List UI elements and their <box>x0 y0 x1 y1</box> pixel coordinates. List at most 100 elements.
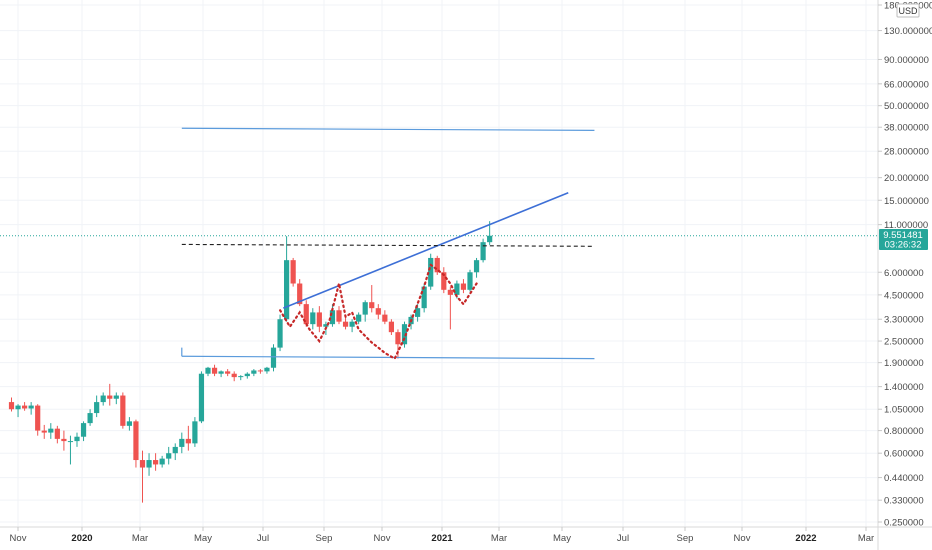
price-tick-label: 1.050000 <box>884 405 924 416</box>
candle <box>160 456 165 468</box>
candle <box>166 447 171 465</box>
candle-body <box>487 236 492 242</box>
candle-body <box>461 284 466 290</box>
candle <box>232 371 237 381</box>
candle <box>474 258 479 278</box>
price-tick-label: 130.000000 <box>884 26 932 37</box>
candle-body <box>343 322 348 327</box>
time-tick-label: 2020 <box>71 533 92 544</box>
price-tick-label: 20.000000 <box>884 173 929 184</box>
time-tick-label: Jul <box>617 533 629 544</box>
time-axis[interactable]: Nov 2020 Mar May Jul Sep Nov 2021 Mar May Jul Sep No… <box>10 527 875 544</box>
time-tick-label: Sep <box>677 533 694 544</box>
candle-body <box>74 437 79 441</box>
candle-body <box>271 348 276 368</box>
candle-body <box>120 396 125 426</box>
candle <box>61 431 66 451</box>
candle-body <box>330 310 335 324</box>
candle-body <box>225 371 230 373</box>
candle-body <box>350 322 355 327</box>
candle-body <box>474 260 479 272</box>
candle-body <box>284 260 289 319</box>
candlestick-series <box>9 221 492 502</box>
candle-body <box>94 402 99 413</box>
price-tick-label: 6.000000 <box>884 268 924 279</box>
price-tick-label: 0.800000 <box>884 426 924 437</box>
candle <box>284 236 289 322</box>
lower-horizontal[interactable] <box>182 356 595 358</box>
candle <box>15 404 20 417</box>
candle <box>304 300 309 326</box>
price-tick-label: 50.000000 <box>884 101 929 112</box>
candle-body <box>481 242 486 260</box>
candle <box>238 375 243 380</box>
price-tick-label: 90.000000 <box>884 55 929 66</box>
candle-body <box>422 287 427 309</box>
candle-body <box>219 371 224 373</box>
candle-body <box>107 396 112 399</box>
candle-body <box>415 308 420 317</box>
candle <box>219 370 224 377</box>
candle <box>120 392 125 428</box>
candle-body <box>356 315 361 322</box>
upper-horizontal[interactable] <box>182 128 595 130</box>
candle-body <box>61 439 66 441</box>
candle <box>205 367 210 376</box>
candle-body <box>192 421 197 443</box>
candle <box>94 396 99 418</box>
candle <box>317 306 322 332</box>
candle <box>192 417 197 447</box>
candle <box>310 308 315 329</box>
candle-body <box>264 368 269 372</box>
candle <box>199 371 204 423</box>
candle <box>48 423 53 439</box>
candle-body <box>22 406 27 409</box>
candle <box>55 426 60 444</box>
candle-body <box>42 431 47 433</box>
candle <box>101 392 106 405</box>
candle <box>251 369 256 376</box>
candle-body <box>68 441 73 442</box>
candle-body <box>317 312 322 326</box>
price-tick-label: 66.000000 <box>884 79 929 90</box>
candle <box>336 306 341 324</box>
candle <box>146 453 151 476</box>
candle <box>225 369 230 376</box>
candle <box>114 392 119 404</box>
candle-body <box>376 308 381 314</box>
neckline-dashed[interactable] <box>182 244 595 246</box>
candle <box>179 433 184 454</box>
candle <box>127 417 132 431</box>
candle-body <box>153 460 158 464</box>
time-tick-label: May <box>194 533 212 544</box>
candle <box>461 279 466 293</box>
time-tick-label: Nov <box>10 533 27 544</box>
trendline-drawings[interactable] <box>182 128 595 358</box>
time-tick-label: Mar <box>491 533 507 544</box>
candle-body <box>35 406 40 431</box>
price-tick-label: 1.400000 <box>884 382 924 393</box>
candle <box>74 433 79 447</box>
candle-body <box>101 396 106 403</box>
candle <box>428 254 433 290</box>
candle-body <box>199 374 204 422</box>
time-tick-label: Mar <box>132 533 148 544</box>
candle-body <box>29 406 34 409</box>
price-tick-label: 0.250000 <box>884 518 924 529</box>
price-axis[interactable]: 180.000000130.00000090.00000066.00000050… <box>878 1 932 529</box>
candle-body <box>448 290 453 295</box>
currency-label[interactable]: USD <box>897 4 919 17</box>
candle <box>291 258 296 287</box>
time-tick-label: 2022 <box>795 533 816 544</box>
price-tick-label: 2.500000 <box>884 337 924 348</box>
time-tick-label: Sep <box>316 533 333 544</box>
candle <box>133 420 138 468</box>
candle <box>212 365 217 376</box>
candle-body <box>212 368 217 374</box>
candle-body <box>245 374 250 376</box>
candle <box>376 304 381 319</box>
time-tick-label: Mar <box>858 533 874 544</box>
price-tick-label: 1.900000 <box>884 358 924 369</box>
price-tick-label: 4.500000 <box>884 290 924 301</box>
